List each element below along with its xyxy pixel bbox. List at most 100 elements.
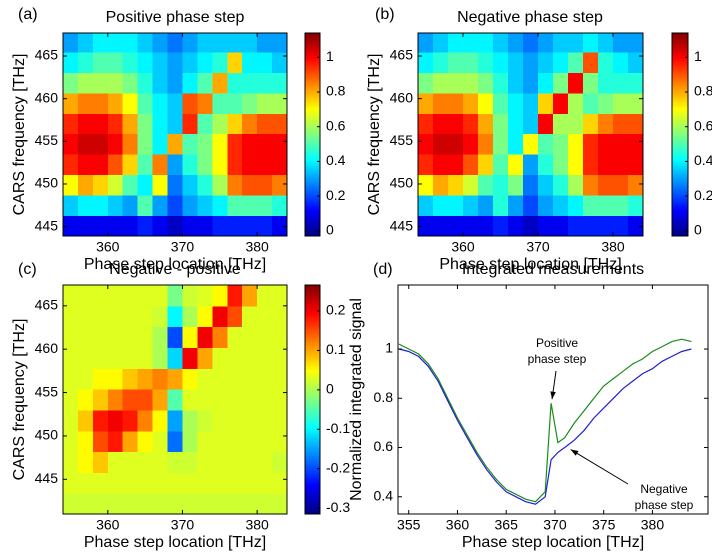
heatmap-cell bbox=[463, 33, 479, 53]
heatmap-cell bbox=[478, 72, 494, 94]
panel-label: (c) bbox=[18, 261, 37, 278]
colorbar-tick-label: -0.2 bbox=[326, 459, 350, 475]
heatmap-cell bbox=[197, 368, 213, 390]
heatmap-cell bbox=[167, 305, 184, 328]
heatmap-cell bbox=[242, 195, 258, 217]
heatmap-cell bbox=[197, 215, 213, 237]
heatmap-cell bbox=[212, 92, 228, 114]
heatmap-cell bbox=[137, 472, 154, 494]
heatmap-cell bbox=[493, 195, 509, 217]
heatmap-cell bbox=[182, 113, 198, 135]
heatmap-cell bbox=[122, 430, 139, 453]
heatmap-cell bbox=[583, 215, 599, 237]
heatmap-cell bbox=[227, 409, 243, 432]
heatmap-cell bbox=[448, 92, 464, 114]
heatmap-cell bbox=[122, 389, 139, 411]
heatmap-cell bbox=[523, 174, 539, 196]
heatmap-cell bbox=[122, 409, 139, 432]
heatmap-cell bbox=[77, 368, 94, 390]
heatmap-cell bbox=[107, 72, 124, 94]
heatmap-cell bbox=[122, 92, 139, 114]
heatmap-cell bbox=[583, 92, 599, 114]
heatmap-cell bbox=[63, 368, 79, 390]
heatmap-cell bbox=[92, 347, 109, 369]
x-tick-label: 360 bbox=[446, 517, 470, 533]
heatmap-cell bbox=[152, 368, 169, 390]
heatmap-cell bbox=[137, 215, 154, 237]
heatmap-cell bbox=[433, 195, 449, 217]
heatmap-cell bbox=[77, 33, 94, 53]
heatmap-cell bbox=[272, 33, 288, 53]
colorbar bbox=[304, 32, 321, 237]
heatmap-cell bbox=[137, 92, 154, 114]
heatmap-cell bbox=[152, 174, 169, 196]
heatmap-cell bbox=[257, 92, 273, 114]
heatmap-cell bbox=[553, 92, 569, 114]
heatmap-cell bbox=[478, 154, 494, 176]
heatmap-cell bbox=[137, 195, 154, 217]
heatmap-cell bbox=[92, 72, 109, 94]
heatmap-cell bbox=[478, 174, 494, 196]
heatmap-cell bbox=[272, 285, 288, 307]
heatmap-cell bbox=[508, 195, 524, 217]
heatmap-cell bbox=[257, 493, 273, 515]
heatmap-cell bbox=[92, 451, 109, 473]
heatmap-cell bbox=[167, 92, 184, 114]
heatmap-cell bbox=[272, 72, 288, 94]
heatmap-cell bbox=[167, 409, 184, 432]
heatmap-cell bbox=[182, 389, 198, 411]
heatmap-cell bbox=[272, 195, 288, 217]
heatmap-cell bbox=[538, 51, 554, 73]
heatmap-cell bbox=[568, 174, 584, 196]
heatmap-cell bbox=[152, 113, 169, 135]
heatmap-cell bbox=[92, 305, 109, 328]
heatmap-cell bbox=[122, 368, 139, 390]
heatmap-cell bbox=[628, 195, 644, 217]
heatmap-cell bbox=[257, 451, 273, 473]
heatmap-cell bbox=[152, 409, 169, 432]
colorbar-tick-label: 0 bbox=[326, 221, 334, 237]
heatmap-cell bbox=[167, 368, 184, 390]
heatmap-cell bbox=[152, 326, 169, 349]
heatmap-cell bbox=[433, 92, 449, 114]
heatmap-cell bbox=[553, 174, 569, 196]
heatmap-cell bbox=[227, 174, 243, 196]
colorbar-tick-label: 0 bbox=[326, 381, 334, 397]
heatmap-cell bbox=[227, 472, 243, 494]
heatmap-cell bbox=[137, 347, 154, 369]
heatmap-cell bbox=[628, 72, 644, 94]
heatmap-cell bbox=[418, 154, 434, 176]
heatmap-cell bbox=[242, 154, 258, 176]
heatmap-cell bbox=[242, 409, 258, 432]
heatmap-cell bbox=[77, 215, 94, 237]
heatmap-cell bbox=[463, 174, 479, 196]
heatmap-cell bbox=[613, 92, 629, 114]
heatmap-cell bbox=[122, 305, 139, 328]
heatmap-cell bbox=[448, 72, 464, 94]
heatmap-cell bbox=[433, 113, 449, 135]
heatmap-cell bbox=[242, 347, 258, 369]
heatmap-cell bbox=[137, 174, 154, 196]
heatmap-cell bbox=[227, 430, 243, 453]
heatmap-cell bbox=[122, 113, 139, 135]
heatmap-cell bbox=[242, 33, 258, 53]
heatmap-cell bbox=[538, 72, 554, 94]
heatmap-cell bbox=[242, 133, 258, 155]
heatmap-cell bbox=[182, 305, 198, 328]
heatmap-cell bbox=[553, 195, 569, 217]
heatmap-cell bbox=[418, 215, 434, 237]
heatmap-cell bbox=[553, 113, 569, 135]
heatmap-cell bbox=[137, 326, 154, 349]
heatmap-cell bbox=[568, 33, 584, 53]
heatmap-cell bbox=[197, 285, 213, 307]
x-tick-label: 380 bbox=[601, 239, 625, 255]
heatmap-cell bbox=[463, 51, 479, 73]
chart-title: Negative phase step bbox=[457, 9, 603, 26]
heatmap-cell bbox=[197, 409, 213, 432]
heatmap-cell bbox=[418, 33, 434, 53]
heatmap-cell bbox=[197, 174, 213, 196]
data-line bbox=[398, 338, 692, 503]
heatmap-cell bbox=[523, 154, 539, 176]
heatmap-cell bbox=[523, 195, 539, 217]
heatmap-cell bbox=[137, 33, 154, 53]
